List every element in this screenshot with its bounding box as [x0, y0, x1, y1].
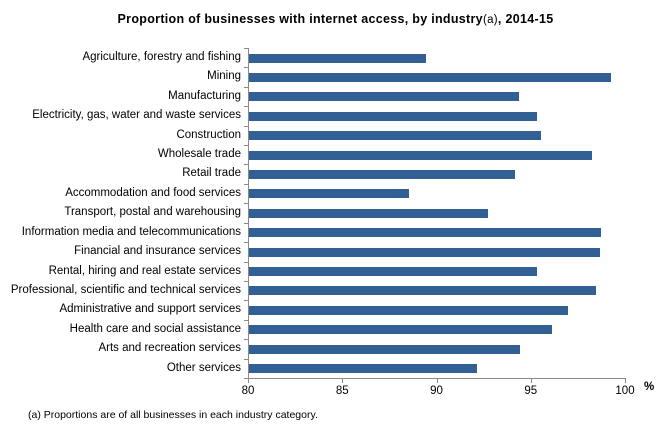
- category-label: Transport, postal and warehousing: [64, 206, 241, 219]
- bar-row: Construction: [176, 126, 625, 145]
- chart-title-footnote-marker: (a): [482, 14, 498, 26]
- bar-row: Health care and social assistance: [70, 320, 625, 339]
- bar-row: Accommodation and food services: [65, 184, 625, 203]
- category-label: Other services: [166, 361, 241, 374]
- category-label: Manufacturing: [168, 89, 241, 102]
- y-axis-tick: [244, 48, 248, 49]
- bar: [249, 53, 427, 63]
- category-label: Health care and social assistance: [69, 322, 241, 335]
- bar: [249, 208, 489, 218]
- category-label: Rental, hiring and real estate services: [48, 264, 241, 277]
- x-axis-tick: [530, 378, 532, 383]
- category-label: Information media and telecommunications: [21, 225, 241, 238]
- bar-row: Other services: [167, 359, 625, 378]
- bar-row: Professional, scientific and technical s…: [11, 281, 625, 300]
- bar: [249, 247, 600, 257]
- category-label: Wholesale trade: [157, 148, 241, 161]
- bar-row: Agriculture, forestry and fishing: [82, 48, 625, 67]
- bar-row: Administrative and support services: [59, 300, 625, 319]
- y-axis-tick: [244, 261, 248, 263]
- bar: [249, 228, 602, 238]
- x-axis-tick-label: 80: [241, 385, 255, 397]
- bar: [249, 189, 410, 199]
- bar-row: Rental, hiring and real estate services: [49, 262, 625, 281]
- bar: [249, 305, 568, 315]
- chart-footnote: (a) Proportions are of all businesses in…: [28, 409, 318, 421]
- bar-row: Arts and recreation services: [98, 339, 625, 358]
- category-label: Construction: [176, 128, 241, 141]
- x-axis-tick: [248, 378, 249, 383]
- category-label: Electricity, gas, water and waste servic…: [32, 109, 241, 122]
- bar: [249, 364, 478, 374]
- chart-title-main: Proportion of businesses with internet a…: [117, 12, 483, 26]
- category-label: Administrative and support services: [59, 303, 241, 316]
- y-axis-tick: [244, 378, 248, 379]
- y-axis-tick: [244, 280, 248, 282]
- y-axis-line: [248, 48, 249, 378]
- x-axis-tick-label: 85: [335, 385, 349, 397]
- x-axis-tick-label: 95: [524, 385, 538, 397]
- y-axis-tick: [244, 242, 248, 244]
- y-axis-tick: [244, 319, 248, 321]
- category-label: Mining: [207, 70, 241, 83]
- bar: [249, 92, 519, 102]
- category-label: Financial and insurance services: [74, 245, 241, 258]
- bar-row: Manufacturing: [168, 87, 625, 106]
- bar-row: Financial and insurance services: [74, 242, 625, 261]
- y-axis-tick: [244, 106, 248, 108]
- y-axis-tick: [244, 358, 248, 360]
- y-axis-tick: [244, 67, 248, 69]
- x-axis-tick-label: 90: [430, 385, 443, 397]
- chart-title-period: , 2014-15: [497, 12, 554, 26]
- x-axis-tick: [625, 378, 626, 383]
- y-axis-tick: [244, 183, 248, 185]
- bar-row: Transport, postal and warehousing: [64, 203, 625, 222]
- plot-area: Agriculture, forestry and fishing Mining M…: [11, 48, 654, 397]
- category-label: Agriculture, forestry and fishing: [82, 51, 241, 63]
- x-axis-label: %: [644, 381, 655, 393]
- category-label: Arts and recreation services: [98, 342, 241, 355]
- y-axis-tick: [244, 145, 248, 147]
- bar: [249, 344, 521, 354]
- chart-title: Proportion of businesses with internet a…: [0, 12, 671, 26]
- category-label: Accommodation and food services: [65, 186, 241, 199]
- y-axis-tick: [244, 222, 248, 224]
- bar-row: Wholesale trade: [158, 145, 625, 164]
- x-axis-tick-label: 100: [615, 385, 635, 397]
- bar: [249, 111, 538, 121]
- y-axis-tick: [244, 300, 248, 302]
- category-label: Professional, scientific and technical s…: [10, 283, 241, 296]
- y-axis-tick: [244, 86, 248, 88]
- y-axis-tick: [244, 164, 248, 166]
- bar: [249, 131, 542, 141]
- bar: [249, 150, 593, 160]
- bar-row: Mining: [207, 67, 625, 86]
- bar: [249, 286, 596, 296]
- x-axis-tick: [436, 378, 438, 383]
- y-axis-tick: [244, 203, 248, 205]
- bar: [249, 267, 538, 277]
- bar-row: Retail trade: [182, 164, 625, 183]
- y-axis-tick: [244, 125, 248, 127]
- category-label: Retail trade: [182, 167, 241, 180]
- bar-row: Information media and telecommunications: [22, 223, 625, 242]
- bar: [249, 169, 515, 179]
- bar: [249, 72, 611, 82]
- y-axis-tick: [244, 339, 248, 341]
- x-axis-tick: [342, 378, 344, 383]
- bar: [249, 325, 553, 335]
- bar-row: Electricity, gas, water and waste servic…: [32, 106, 625, 125]
